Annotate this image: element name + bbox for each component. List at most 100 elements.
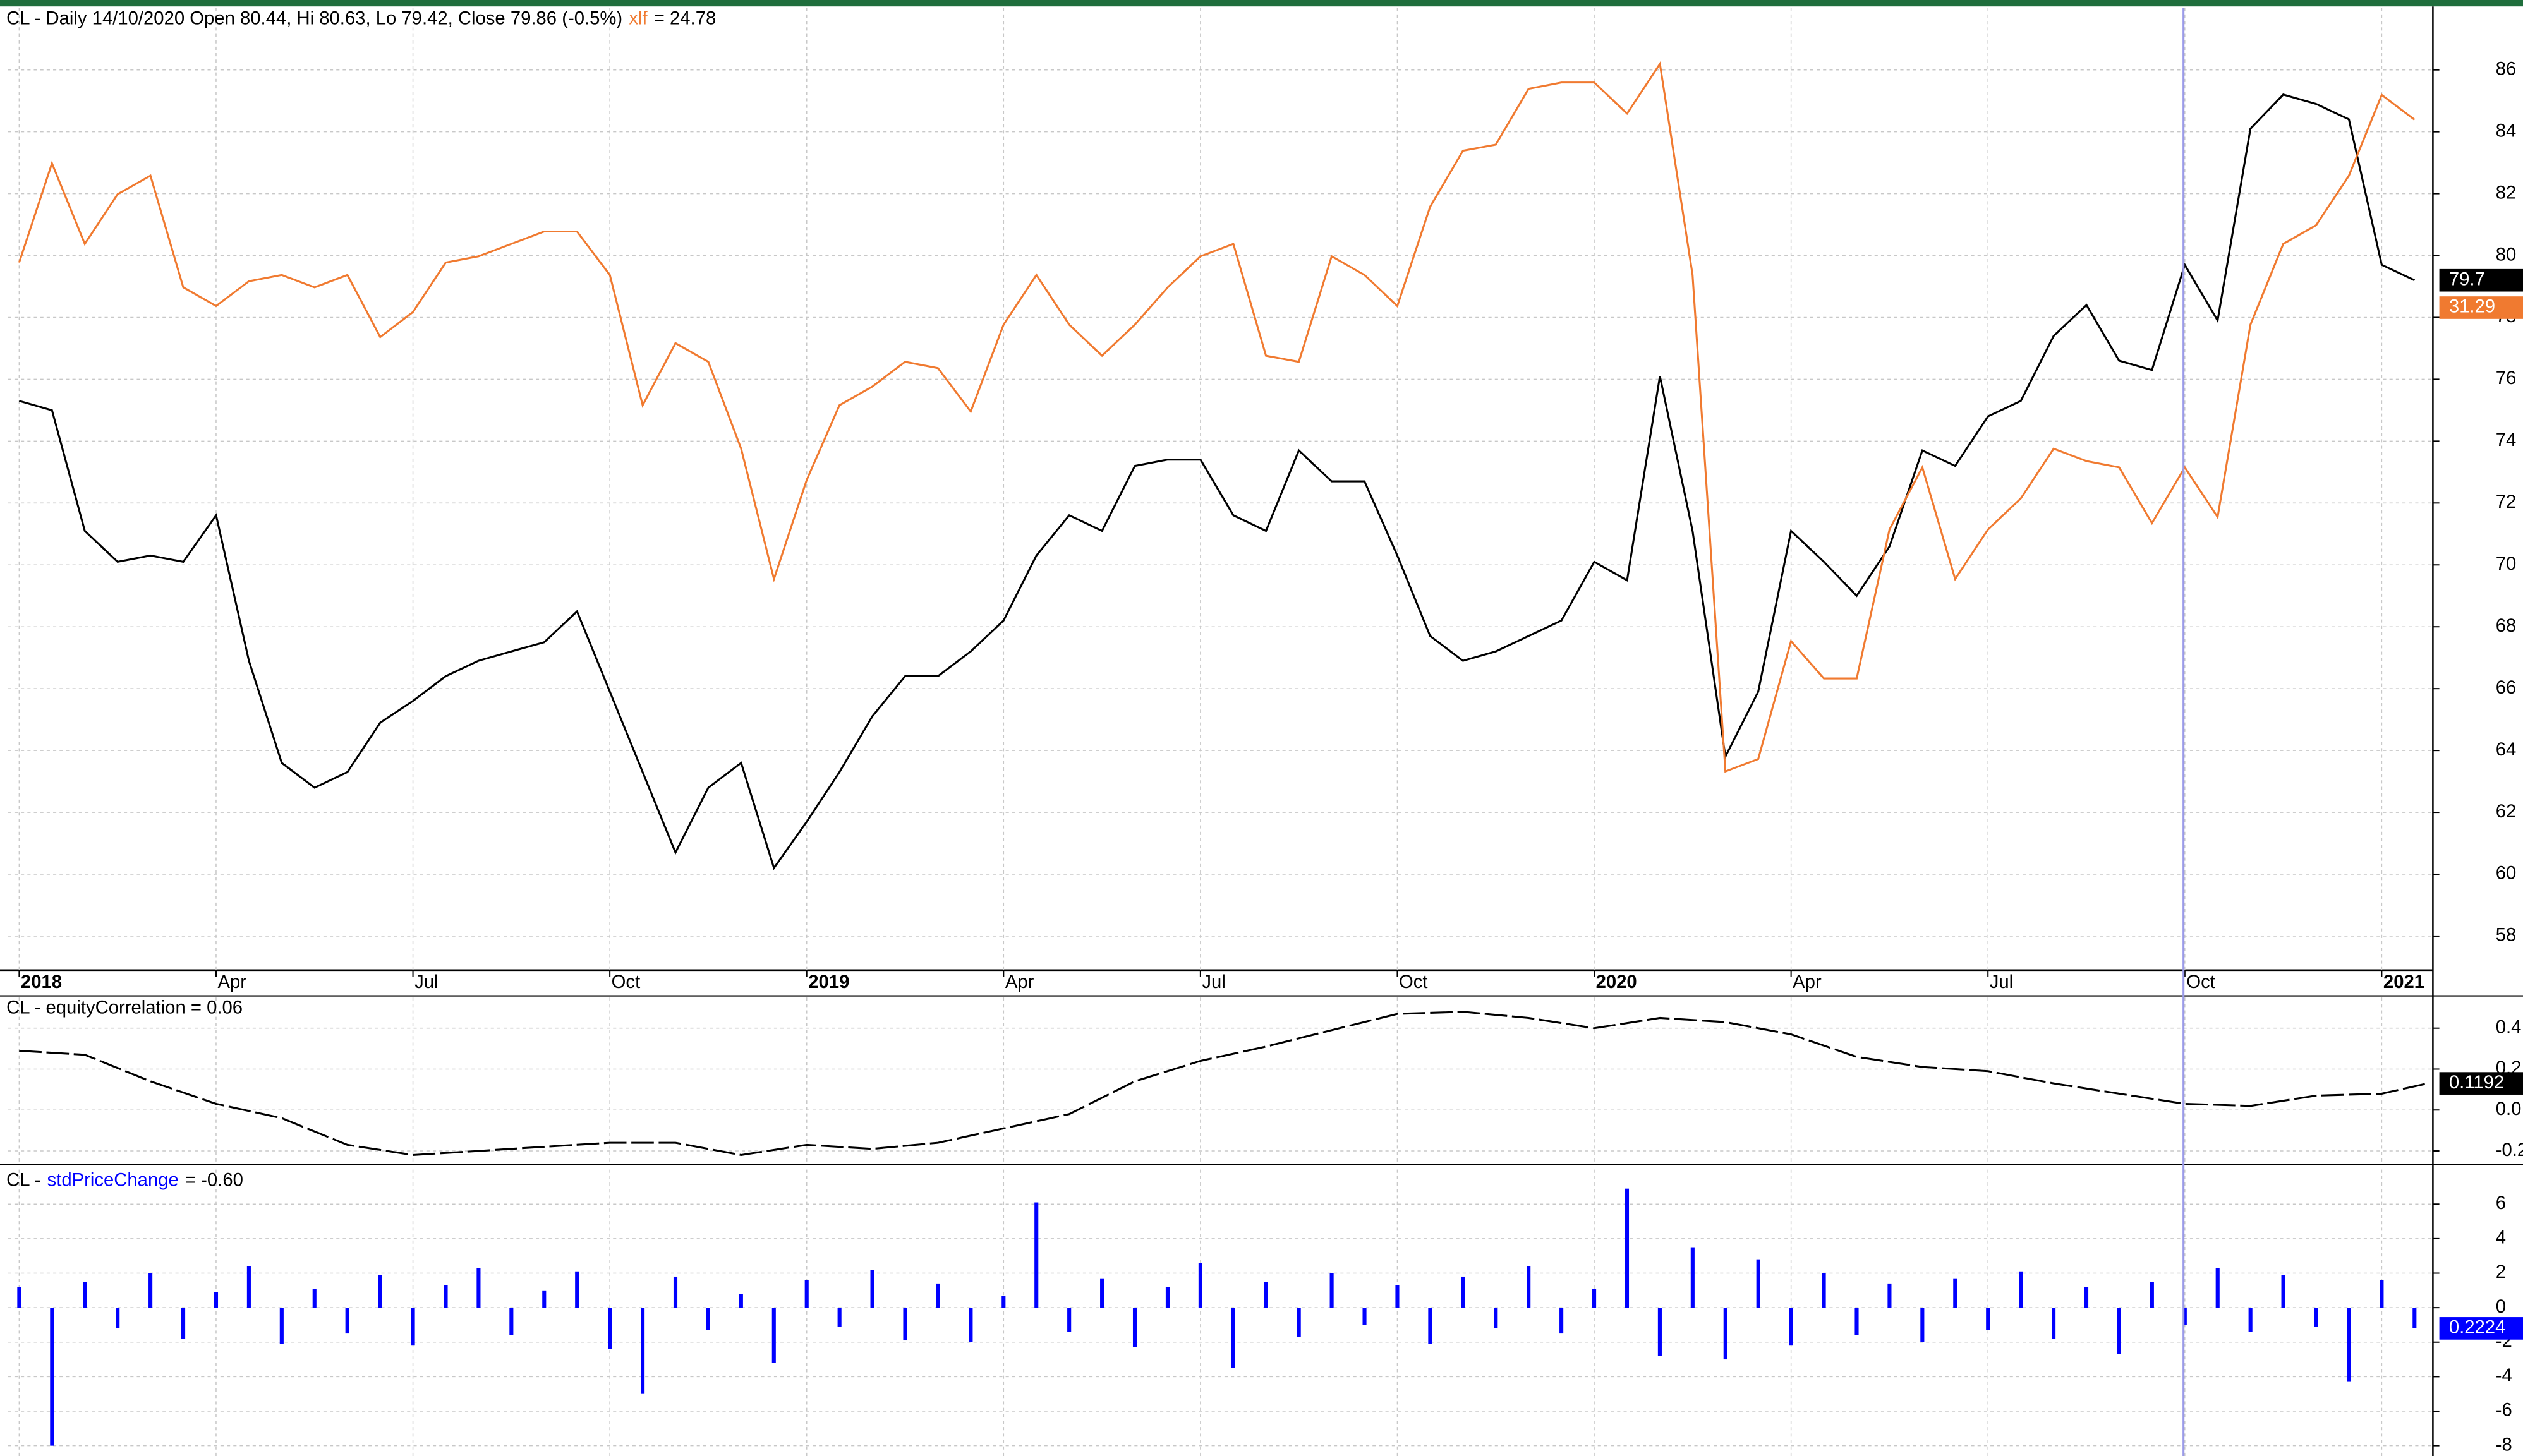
y-tick-label: 0.0 — [2496, 1098, 2522, 1119]
bar — [1920, 1308, 1925, 1342]
y-tick-label: 4 — [2496, 1227, 2506, 1248]
value-box-label: 0.2224 — [2449, 1317, 2506, 1338]
title: CL - — [6, 1169, 40, 1190]
bar — [1034, 1202, 1039, 1308]
bar — [903, 1308, 907, 1341]
bar — [279, 1308, 284, 1344]
bar — [1953, 1278, 1957, 1308]
bar — [2117, 1308, 2121, 1354]
bar — [1395, 1285, 1400, 1308]
bar — [1887, 1283, 1892, 1308]
x-tick-label: Apr — [218, 972, 247, 992]
bar — [2215, 1268, 2220, 1308]
bar — [771, 1308, 776, 1363]
y-tick-label: 86 — [2496, 58, 2517, 79]
bar — [181, 1308, 186, 1339]
x-tick-label: 2018 — [21, 972, 62, 992]
bar — [345, 1308, 349, 1334]
title: CL - Daily 14/10/2020 Open 80.44, Hi 80.… — [6, 8, 622, 28]
bar — [706, 1308, 710, 1330]
x-tick-label: 2019 — [808, 972, 849, 992]
bar — [1165, 1287, 1170, 1308]
bar — [148, 1273, 153, 1308]
bar — [2380, 1280, 2384, 1308]
y-tick-label: 74 — [2496, 430, 2517, 450]
bar — [739, 1294, 743, 1308]
bar — [804, 1280, 809, 1308]
y-tick-label: 64 — [2496, 739, 2517, 760]
value-box-label: 31.29 — [2449, 296, 2495, 317]
bar — [1527, 1266, 1531, 1308]
bar — [1297, 1308, 1301, 1337]
bar — [1592, 1289, 1597, 1308]
bar — [2347, 1308, 2351, 1382]
bar — [246, 1266, 251, 1308]
bar — [1657, 1308, 1662, 1356]
series-name: xlf — [629, 8, 648, 28]
bar — [1329, 1273, 1334, 1308]
series-line — [18, 61, 2416, 773]
bar — [476, 1268, 481, 1308]
bar — [116, 1308, 120, 1328]
x-tick-label: Apr — [1005, 972, 1034, 992]
bar — [214, 1292, 219, 1308]
bar — [641, 1308, 645, 1394]
x-tick-label: 2020 — [1596, 972, 1637, 992]
bar — [1625, 1188, 1630, 1308]
bar — [2281, 1275, 2285, 1308]
bar — [1428, 1308, 1432, 1344]
y-tick-label: 62 — [2496, 801, 2517, 822]
bar — [2019, 1271, 2023, 1308]
y-tick-label: -4 — [2496, 1365, 2512, 1386]
y-tick-label: 72 — [2496, 491, 2517, 512]
bar — [2084, 1287, 2089, 1308]
bar — [608, 1308, 612, 1349]
bar — [1494, 1308, 1498, 1328]
x-tick-label: Oct — [2186, 972, 2215, 992]
x-tick-label: Jul — [1990, 972, 2013, 992]
y-tick-label: 2 — [2496, 1261, 2506, 1282]
bar — [1001, 1296, 1006, 1308]
y-tick-label: 0 — [2496, 1296, 2506, 1317]
x-tick-label: 2021 — [2383, 972, 2424, 992]
y-tick-label: 76 — [2496, 368, 2517, 388]
series-line — [19, 1011, 2428, 1157]
y-tick-label: 68 — [2496, 615, 2517, 636]
bar — [1461, 1276, 1465, 1308]
bar — [1264, 1282, 1268, 1308]
y-tick-label: -8 — [2496, 1434, 2512, 1455]
bar — [2150, 1282, 2154, 1308]
plot-layer: 58606264666870727476788082848679.731.29-… — [8, 8, 2523, 1456]
bar — [542, 1290, 547, 1308]
bar — [1986, 1308, 1990, 1330]
series-value: = 24.78 — [654, 8, 716, 28]
x-tick-label: Apr — [1793, 972, 1822, 992]
series-value: = -0.60 — [185, 1169, 243, 1190]
bar — [509, 1308, 514, 1335]
bar — [1789, 1308, 1793, 1346]
bar — [378, 1275, 382, 1308]
value-box — [2439, 1072, 2523, 1095]
y-tick-label: 70 — [2496, 553, 2517, 574]
series-line — [18, 93, 2416, 870]
bar — [1132, 1308, 1137, 1347]
bar — [1100, 1278, 1104, 1308]
y-tick-label: 80 — [2496, 244, 2517, 265]
x-tick-label: Oct — [1399, 972, 1428, 992]
x-tick-label: Oct — [612, 972, 641, 992]
bar — [50, 1308, 54, 1446]
value-box — [2439, 268, 2523, 292]
value-box — [2439, 296, 2523, 319]
bar — [1231, 1308, 1235, 1368]
bar — [1362, 1308, 1367, 1325]
y-tick-label: 6 — [2496, 1193, 2506, 1213]
x-tick-label: Jul — [414, 972, 438, 992]
bar — [969, 1308, 973, 1342]
bar — [575, 1271, 579, 1308]
bar — [83, 1282, 87, 1308]
bar — [936, 1283, 940, 1308]
bar — [1690, 1247, 1695, 1308]
bar — [2412, 1308, 2417, 1328]
value-box — [2439, 1317, 2523, 1340]
